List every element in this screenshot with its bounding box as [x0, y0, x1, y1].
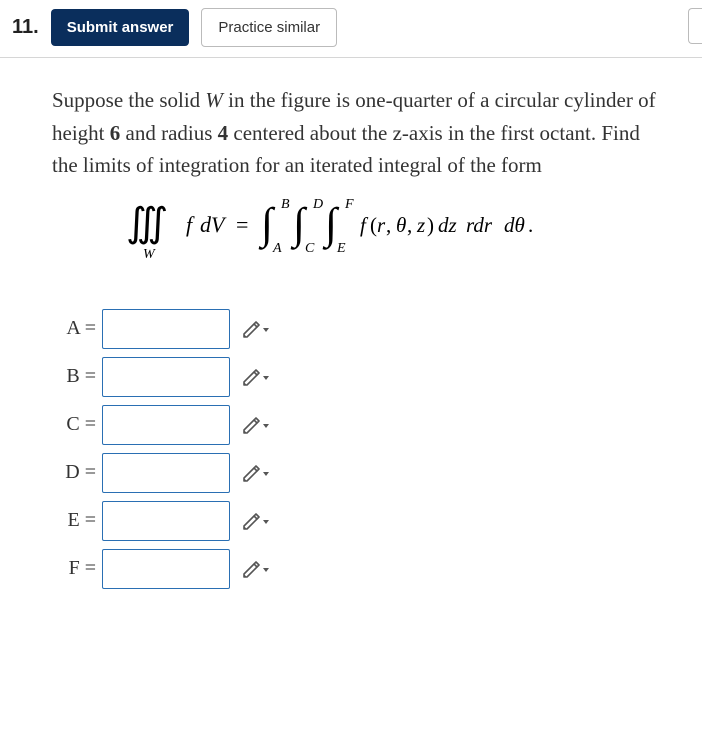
answer-row: D = — [54, 453, 660, 493]
svg-text:B: B — [281, 197, 290, 212]
answer-input-e[interactable] — [102, 501, 230, 541]
pencil-icon — [244, 562, 259, 577]
chevron-down-icon — [263, 520, 269, 524]
equation-editor-button[interactable] — [240, 312, 272, 346]
answer-label: C = — [54, 413, 102, 436]
pencil-icon — [244, 322, 259, 337]
equation-editor-button[interactable] — [240, 552, 272, 586]
answer-input-b[interactable] — [102, 357, 230, 397]
answer-row: F = — [54, 549, 660, 589]
prompt-text: Suppose the solid W in the figure is one… — [52, 84, 660, 182]
answer-row: C = — [54, 405, 660, 445]
answer-label: B = — [54, 365, 102, 388]
answer-label: D = — [54, 461, 102, 484]
answer-row: B = — [54, 357, 660, 397]
svg-text:F: F — [344, 197, 354, 212]
svg-text:f: f — [186, 212, 195, 237]
question-content: Suppose the solid W in the figure is one… — [0, 58, 702, 617]
svg-text:rdr: rdr — [466, 213, 493, 237]
chevron-down-icon — [263, 568, 269, 572]
pencil-icon — [244, 370, 259, 385]
integral-equation-svg: ∭ W f dV = ∫ B A ∫ D C ∫ F E f ( — [126, 192, 586, 264]
pencil-icon — [244, 466, 259, 481]
svg-text:A: A — [272, 241, 282, 256]
practice-similar-button[interactable]: Practice similar — [201, 8, 337, 47]
svg-text:z: z — [416, 213, 425, 237]
answer-grid: A = B = C = D = E = F = — [54, 309, 660, 589]
answer-label: E = — [54, 509, 102, 532]
answer-input-d[interactable] — [102, 453, 230, 493]
svg-text:(: ( — [370, 213, 377, 237]
answer-label: F = — [54, 557, 102, 580]
svg-text:E: E — [336, 241, 346, 256]
svg-text:r: r — [377, 213, 386, 237]
svg-text:dV: dV — [200, 212, 227, 237]
answer-input-f[interactable] — [102, 549, 230, 589]
svg-text:W: W — [143, 247, 156, 262]
equation-display: ∭ W f dV = ∫ B A ∫ D C ∫ F E f ( — [52, 192, 660, 269]
answer-row: E = — [54, 501, 660, 541]
answer-input-a[interactable] — [102, 309, 230, 349]
svg-text:f: f — [360, 213, 369, 237]
svg-text:∭: ∭ — [126, 200, 168, 245]
equation-editor-button[interactable] — [240, 504, 272, 538]
svg-text:,: , — [407, 213, 412, 237]
svg-text:dz: dz — [438, 213, 457, 237]
submit-button[interactable]: Submit answer — [51, 9, 190, 46]
side-toggle-button[interactable] — [688, 8, 702, 44]
question-header: 11. Submit answer Practice similar — [0, 0, 702, 53]
svg-text:.: . — [528, 213, 533, 237]
chevron-down-icon — [263, 376, 269, 380]
svg-text:=: = — [236, 212, 248, 237]
svg-text:,: , — [386, 213, 391, 237]
answer-label: A = — [54, 317, 102, 340]
chevron-down-icon — [263, 328, 269, 332]
equation-editor-button[interactable] — [240, 408, 272, 442]
pencil-icon — [244, 418, 259, 433]
pencil-icon — [244, 514, 259, 529]
question-number: 11. — [12, 16, 39, 39]
svg-text:D: D — [312, 197, 323, 212]
svg-text:): ) — [427, 213, 434, 237]
chevron-down-icon — [263, 472, 269, 476]
svg-text:C: C — [305, 241, 315, 256]
svg-text:dθ: dθ — [504, 213, 525, 237]
equation-editor-button[interactable] — [240, 360, 272, 394]
svg-text:θ: θ — [396, 213, 406, 237]
equation-editor-button[interactable] — [240, 456, 272, 490]
answer-input-c[interactable] — [102, 405, 230, 445]
chevron-down-icon — [263, 424, 269, 428]
answer-row: A = — [54, 309, 660, 349]
